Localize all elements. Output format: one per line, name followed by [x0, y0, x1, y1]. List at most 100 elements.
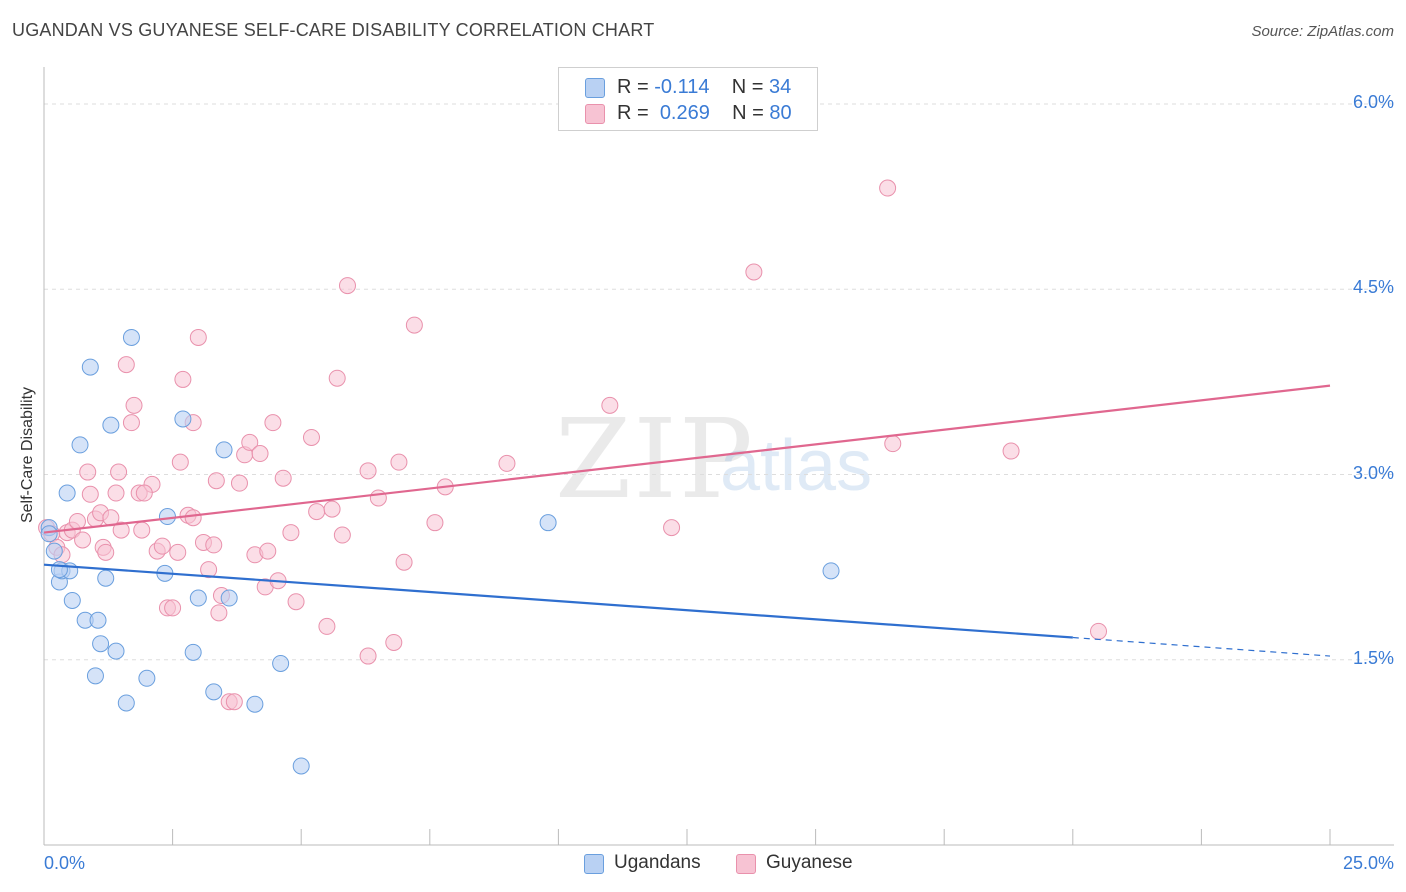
x-tick-label-max: 25.0%: [1342, 853, 1394, 873]
guyanese-point: [884, 435, 902, 453]
ugandans-point: [71, 436, 89, 454]
ugandans-point: [246, 695, 264, 713]
n-value: 80: [769, 102, 792, 124]
guyanese-point: [601, 396, 619, 414]
guyanese-point: [184, 509, 202, 527]
guyanese-point: [259, 542, 277, 560]
y-tick-label: 4.5%: [1352, 277, 1394, 298]
ugandans-swatch: [585, 78, 605, 98]
guyanese-point: [1002, 442, 1020, 460]
stats-legend: R = -0.114 N = 34 R = 0.269 N = 80: [558, 67, 818, 131]
ugandans-point: [292, 757, 310, 775]
legend-label: Guyanese: [766, 852, 853, 873]
watermark-atlas: atlas: [720, 426, 873, 506]
chart-title: UGANDAN VS GUYANESE SELF-CARE DISABILITY…: [12, 20, 655, 40]
legend-label: Ugandans: [614, 852, 701, 873]
ugandans-point: [86, 667, 104, 685]
ugandans-point: [215, 441, 233, 459]
guyanese-point: [287, 593, 305, 611]
ugandans-point: [174, 410, 192, 428]
guyanese-point: [282, 524, 300, 542]
r-label: R =: [617, 102, 649, 124]
guyanese-point: [164, 599, 182, 617]
ugandans-trend-extension: [1072, 636, 1331, 657]
source-label: Source: ZipAtlas.com: [1251, 23, 1394, 40]
guyanese-point: [323, 500, 341, 518]
n-label: N =: [732, 102, 764, 124]
guyanese-trend-line: [43, 384, 1331, 534]
guyanese-point: [308, 503, 326, 521]
ugandans-point: [102, 416, 120, 434]
y-tick-label: 3.0%: [1352, 462, 1394, 483]
guyanese-point: [251, 445, 269, 463]
ugandans-point: [107, 642, 125, 660]
guyanese-point: [189, 328, 207, 346]
ugandans-swatch: [584, 854, 604, 874]
n-value: 34: [768, 76, 792, 98]
guyanese-point: [97, 543, 115, 561]
ugandans-point: [89, 611, 107, 629]
ugandans-point: [40, 525, 58, 543]
ugandans-point: [272, 654, 290, 672]
ugandans-point: [205, 683, 223, 701]
ugandans-point: [50, 561, 68, 579]
guyanese-point: [153, 537, 171, 555]
watermark-zip: ZIP: [555, 395, 755, 523]
guyanese-point: [359, 462, 377, 480]
guyanese-point: [122, 414, 140, 432]
r-value: 0.269: [659, 102, 710, 124]
guyanese-point: [318, 617, 336, 635]
ugandans-trend-line: [43, 563, 1073, 639]
guyanese-point: [174, 370, 192, 388]
guyanese-point: [200, 561, 218, 579]
guyanese-point: [125, 396, 143, 414]
guyanese-point: [225, 693, 243, 711]
guyanese-point: [264, 414, 282, 432]
ugandans-point: [220, 589, 238, 607]
r-label: R =: [617, 76, 649, 98]
guyanese-point: [369, 489, 387, 507]
ugandans-point: [45, 542, 63, 560]
ugandans-point: [97, 569, 115, 587]
n-label: N =: [731, 76, 764, 98]
ugandans-point: [539, 514, 557, 532]
guyanese-point: [107, 484, 125, 502]
guyanese-swatch: [585, 104, 605, 124]
guyanese-point: [385, 633, 403, 651]
guyanese-point: [426, 514, 444, 532]
ugandans-point: [189, 589, 207, 607]
guyanese-point: [359, 647, 377, 665]
guyanese-point: [274, 469, 292, 487]
guyanese-point: [745, 263, 763, 281]
guyanese-point: [207, 472, 225, 490]
guyanese-point: [390, 453, 408, 471]
guyanese-point: [210, 604, 228, 622]
guyanese-point: [663, 519, 681, 537]
guyanese-point: [112, 521, 130, 539]
ugandans-point: [81, 358, 99, 376]
guyanese-point: [302, 428, 320, 446]
guyanese-swatch: [736, 854, 756, 874]
guyanese-point: [205, 536, 223, 554]
guyanese-point: [498, 454, 516, 472]
y-tick-label: 1.5%: [1352, 647, 1394, 668]
ugandans-point: [158, 508, 176, 526]
guyanese-point: [171, 453, 189, 471]
guyanese-point: [1090, 622, 1108, 640]
guyanese-point: [879, 179, 897, 197]
ugandans-point: [122, 328, 140, 346]
ugandans-point: [117, 694, 135, 712]
r-value: -0.114: [654, 76, 710, 98]
guyanese-point: [328, 369, 346, 387]
guyanese-point: [117, 356, 135, 374]
guyanese-point: [405, 316, 423, 334]
ugandans-point: [63, 591, 81, 609]
guyanese-point: [338, 277, 356, 295]
ugandans-point: [184, 643, 202, 661]
ugandans-point: [822, 562, 840, 580]
ugandans-point: [58, 484, 76, 502]
guyanese-point: [241, 433, 259, 451]
guyanese-point: [133, 521, 151, 539]
guyanese-point: [169, 543, 187, 561]
